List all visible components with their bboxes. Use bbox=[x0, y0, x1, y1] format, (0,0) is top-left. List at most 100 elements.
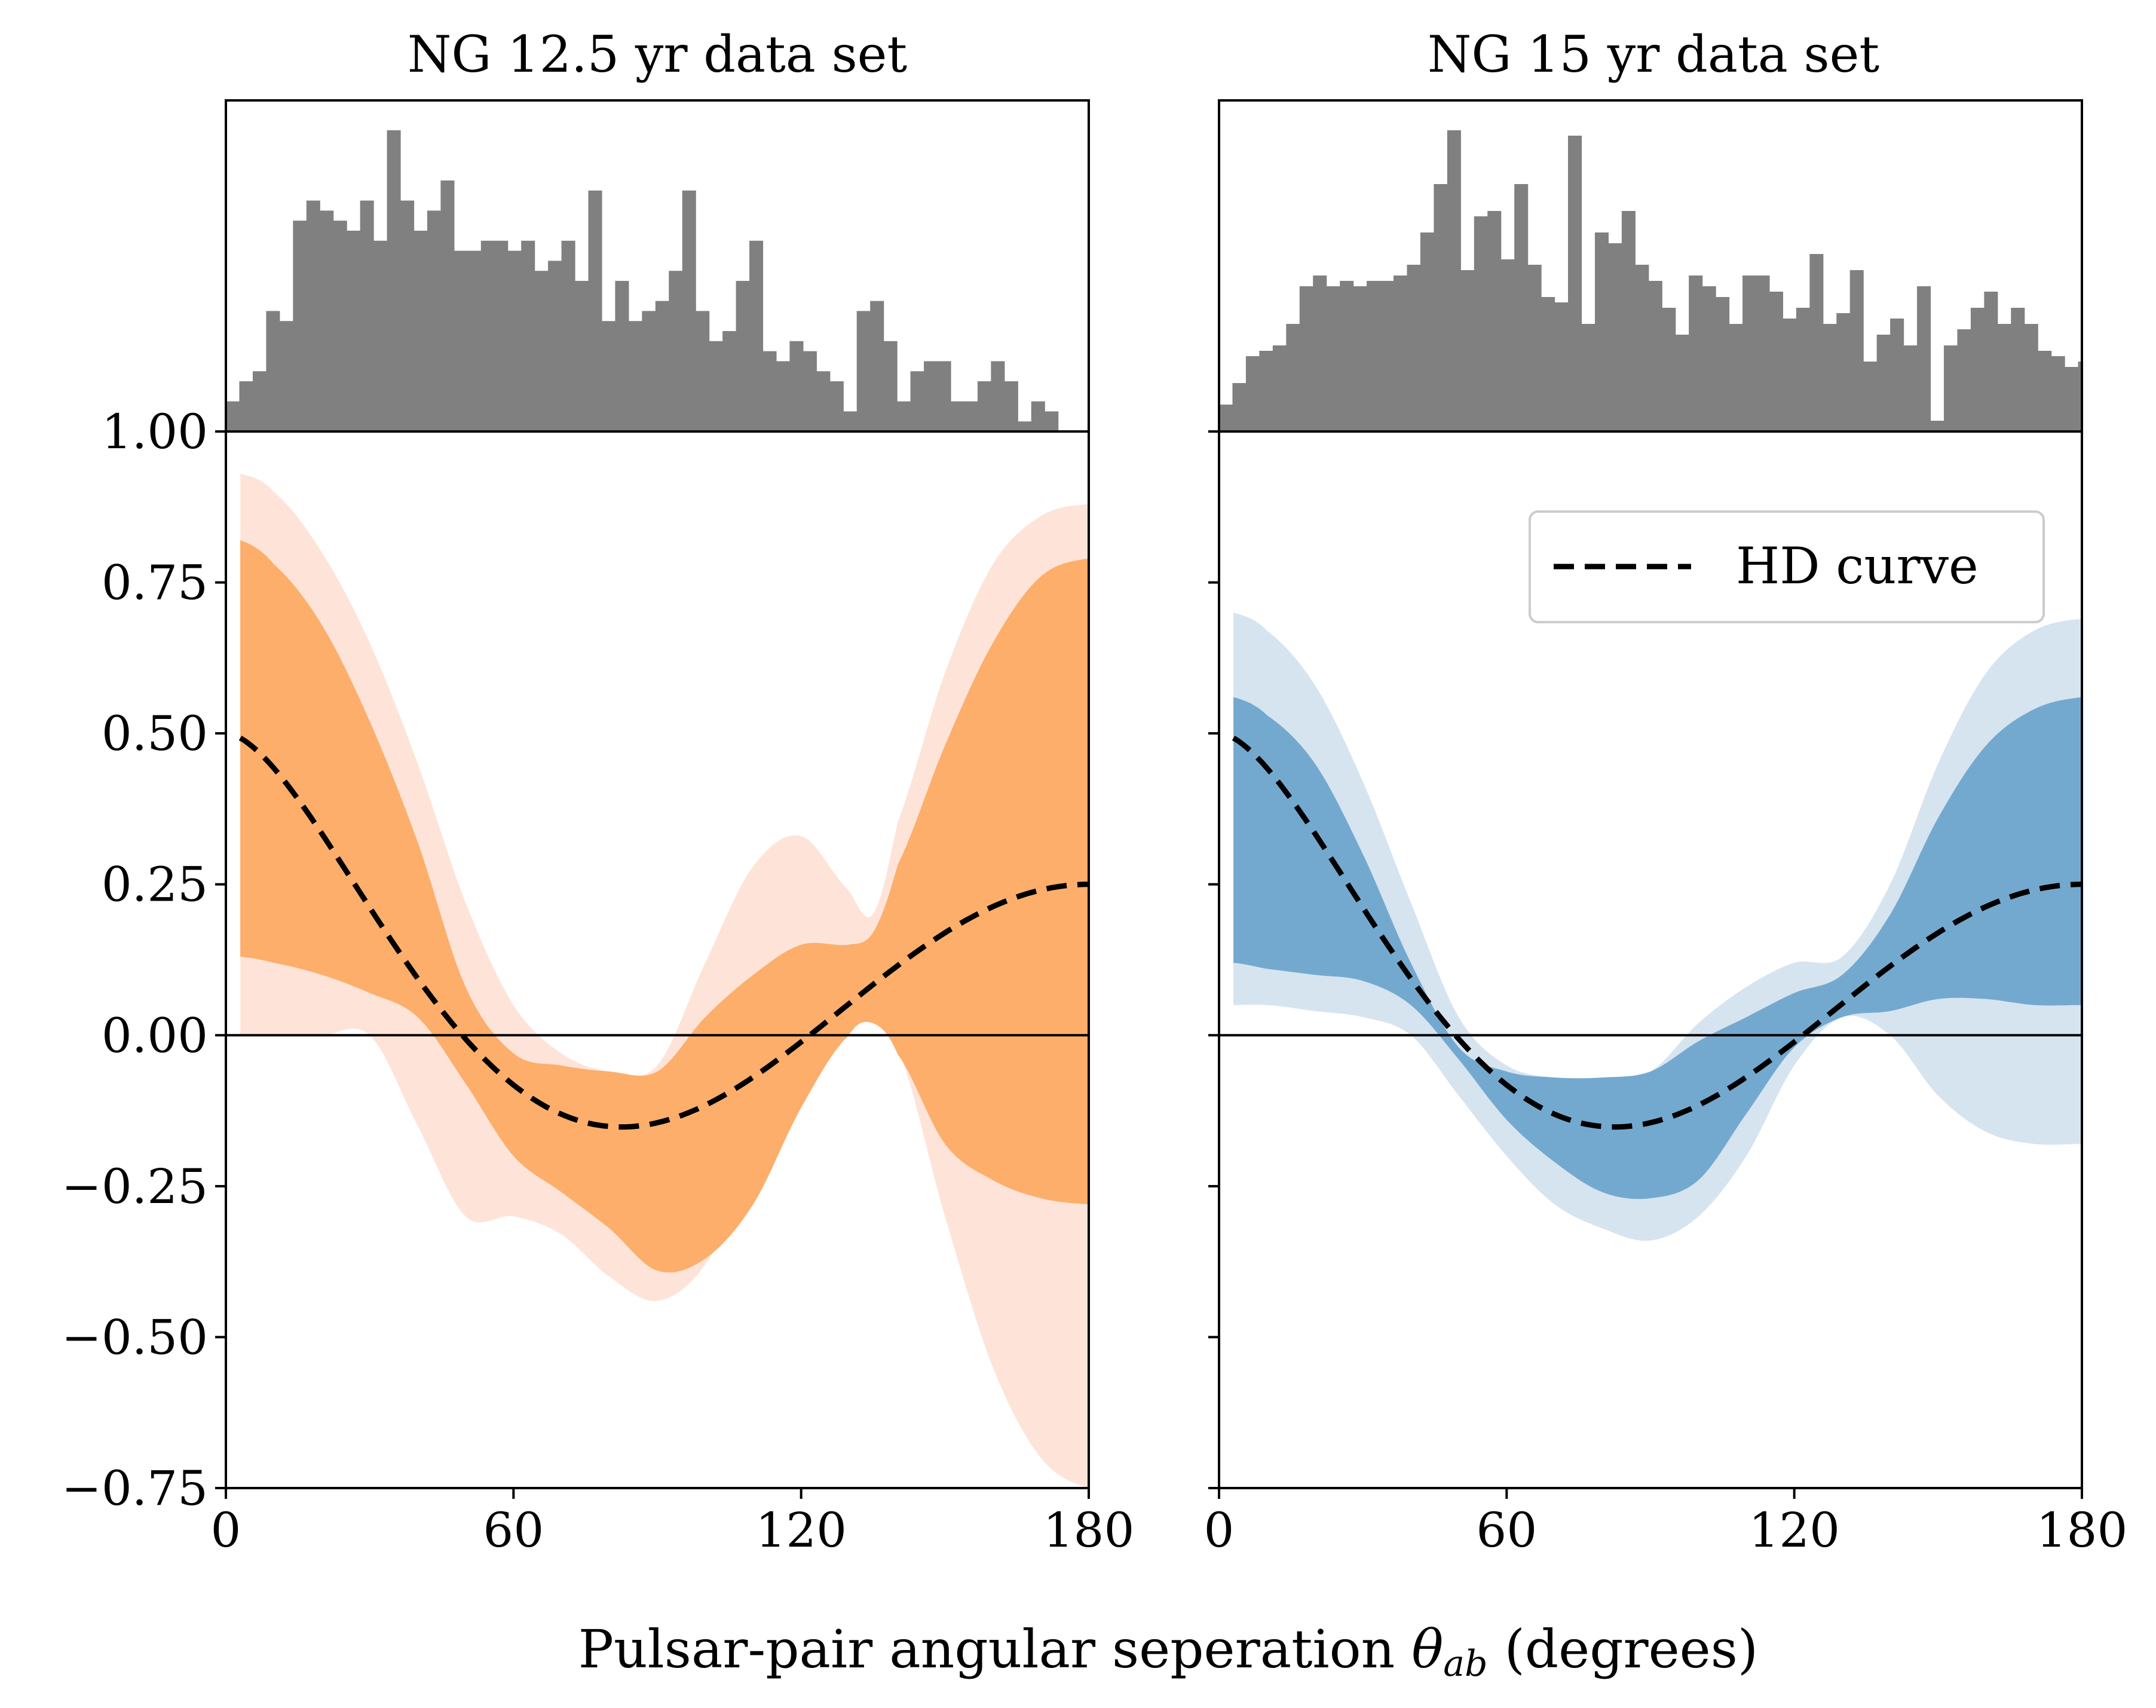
histogram-bar bbox=[1594, 232, 1609, 431]
histogram-bar bbox=[467, 250, 482, 431]
histogram-bar bbox=[521, 240, 535, 431]
histogram-bar bbox=[964, 401, 978, 431]
main-plot-frame bbox=[225, 430, 1090, 1489]
histogram-bar bbox=[1863, 362, 1878, 431]
histogram-bar bbox=[2024, 324, 2038, 431]
histogram-bar bbox=[1957, 329, 1971, 431]
histogram-bar bbox=[776, 361, 791, 431]
inner-credible-band bbox=[240, 540, 1089, 1273]
histogram-bar bbox=[1675, 335, 1689, 431]
left-panel-title: NG 12.5 yr data set bbox=[408, 25, 908, 84]
x-axis-label-unit: (degrees) bbox=[1487, 1618, 1758, 1680]
histogram-bar bbox=[494, 240, 509, 431]
histogram-bar bbox=[1729, 324, 1743, 431]
histogram-bar bbox=[2065, 367, 2079, 431]
histogram-bar bbox=[856, 311, 871, 431]
histogram-bar bbox=[924, 361, 938, 431]
histogram-bar bbox=[1608, 243, 1622, 431]
histogram-bar bbox=[252, 371, 267, 431]
hd-curve bbox=[1232, 736, 2082, 1130]
histogram-bar bbox=[1970, 308, 1984, 431]
histogram-bar bbox=[1890, 319, 1904, 431]
histogram-bar bbox=[870, 301, 884, 431]
histogram-bar bbox=[829, 381, 844, 431]
histogram-bar bbox=[1984, 292, 1998, 431]
x-tick-label: 120 bbox=[1748, 1502, 1840, 1558]
histogram-bar bbox=[762, 351, 777, 431]
histogram-bar bbox=[1527, 265, 1542, 431]
legend-box bbox=[1529, 510, 2045, 623]
histogram-bar bbox=[1809, 254, 1824, 431]
histogram-bar bbox=[1420, 232, 1434, 431]
histogram-bar bbox=[414, 231, 428, 431]
histogram-bar bbox=[1689, 276, 1703, 431]
y-tick-label: −0.50 bbox=[62, 1309, 208, 1365]
histogram-bar bbox=[1326, 286, 1340, 431]
histogram-bar bbox=[1514, 184, 1529, 431]
x-tick-label: 180 bbox=[1043, 1502, 1135, 1558]
histogram-bar bbox=[400, 200, 415, 431]
histogram-bar bbox=[937, 361, 951, 431]
histogram-bar bbox=[883, 341, 898, 431]
histogram-bar bbox=[1783, 319, 1797, 431]
y-tick-label: −0.75 bbox=[62, 1461, 208, 1516]
histogram-bar bbox=[1581, 324, 1595, 431]
histogram-bar bbox=[1313, 276, 1327, 431]
histogram-bar bbox=[1997, 324, 2011, 431]
histogram-bar bbox=[279, 321, 293, 431]
histogram-bar bbox=[722, 331, 737, 431]
histogram-bar bbox=[561, 240, 575, 431]
histogram-bar bbox=[373, 240, 388, 431]
histogram-bar bbox=[440, 180, 455, 431]
x-tick-label: 180 bbox=[2036, 1502, 2128, 1558]
histogram-bar bbox=[1272, 345, 1287, 431]
histogram-bar bbox=[266, 311, 280, 431]
histogram-bar bbox=[1045, 411, 1059, 431]
histogram-bar bbox=[293, 221, 307, 431]
histogram-bar bbox=[1447, 130, 1461, 431]
legend-label: HD curve bbox=[1736, 537, 1979, 595]
histogram-bar bbox=[427, 210, 441, 431]
histogram-bar bbox=[843, 411, 858, 431]
right-main-plot: 0 60 120 180 bbox=[1204, 430, 2128, 1558]
histogram-bar bbox=[897, 401, 911, 431]
histogram-bar bbox=[789, 341, 804, 431]
histogram-bar bbox=[1742, 276, 1757, 431]
histogram-bar bbox=[360, 200, 374, 431]
left-main-plot: 1.00 0.75 0.50 0.25 0.00 −0.25 −0.50 −0.750 60 12… bbox=[62, 404, 1135, 1558]
x-tick-label: 120 bbox=[755, 1502, 847, 1558]
x-axis-label-main: Pulsar-pair angular seperation bbox=[578, 1618, 1412, 1680]
histogram-bar bbox=[1849, 270, 1864, 431]
histogram-bar bbox=[642, 311, 656, 431]
histogram-bar bbox=[1635, 265, 1649, 431]
y-tick-label: −0.25 bbox=[62, 1159, 208, 1214]
histogram-bar bbox=[306, 200, 320, 431]
histogram-bar bbox=[803, 351, 817, 431]
histogram-bar bbox=[1568, 136, 1582, 431]
histogram-bar bbox=[1554, 302, 1569, 431]
histogram-bar bbox=[1299, 286, 1313, 431]
histogram-bar bbox=[655, 301, 669, 431]
histogram-bar bbox=[709, 341, 723, 431]
histogram-bar bbox=[480, 240, 495, 431]
histogram-bar bbox=[1500, 259, 1515, 431]
histogram-bar bbox=[588, 190, 602, 431]
histogram-bar bbox=[1917, 286, 1931, 431]
x-axis-label-subscript: ab bbox=[1443, 1643, 1487, 1685]
legend: HD curve bbox=[1529, 510, 2045, 623]
right-histogram bbox=[1218, 99, 2083, 433]
histogram-bar bbox=[1232, 383, 1247, 431]
histogram-bar bbox=[1367, 281, 1381, 431]
histogram-bar bbox=[1219, 405, 1233, 431]
x-axis-label-symbol: θ bbox=[1411, 1618, 1443, 1680]
histogram-bar bbox=[977, 381, 991, 431]
x-tick-label: 0 bbox=[1204, 1502, 1235, 1558]
histogram-bar bbox=[669, 271, 683, 431]
histogram-bar bbox=[1245, 356, 1260, 431]
histogram-bar bbox=[534, 271, 549, 431]
histogram-bar bbox=[1756, 276, 1770, 431]
histogram-bar bbox=[991, 361, 1005, 431]
histogram-bar bbox=[1943, 345, 1958, 431]
histogram-bar bbox=[387, 130, 401, 431]
